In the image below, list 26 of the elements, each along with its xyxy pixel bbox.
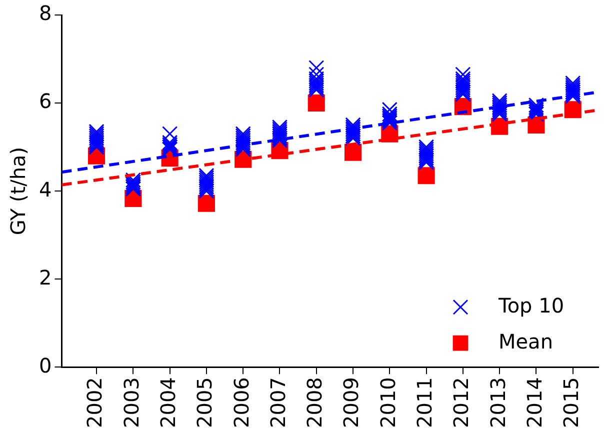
x-tick-label: 2006	[229, 377, 254, 428]
point	[344, 144, 362, 161]
y-tick-label: 8	[38, 1, 52, 26]
x-tick-label: 2009	[339, 377, 364, 428]
x-tick-label: 2004	[156, 377, 180, 428]
point	[308, 94, 325, 112]
x-tick-label: 2002	[82, 377, 107, 428]
x-tick-label: 2013	[486, 377, 510, 428]
x-tick-label: 2003	[119, 377, 144, 428]
x-tick-label: 2014	[522, 377, 546, 428]
point	[418, 167, 435, 184]
legend-label: Mean	[498, 329, 553, 354]
x-tick-label: 2008	[302, 377, 327, 428]
point	[198, 194, 215, 212]
y-tick-label: 2	[38, 265, 52, 290]
y-tick-label: 6	[38, 89, 52, 114]
x-tick-label: 2015	[559, 377, 584, 428]
x-tick-label: 2007	[266, 377, 290, 428]
x-tick-label: 2012	[449, 377, 474, 428]
y-tick-label: 4	[38, 177, 52, 202]
y-tick-label: 0	[38, 353, 52, 378]
legend-label: Top 10	[498, 293, 564, 318]
x-tick-label: 2010	[376, 377, 400, 428]
x-tick-label: 2011	[412, 377, 436, 428]
y-axis-title: GY (t/ha)	[6, 146, 30, 236]
x-tick-label: 2005	[192, 377, 217, 428]
